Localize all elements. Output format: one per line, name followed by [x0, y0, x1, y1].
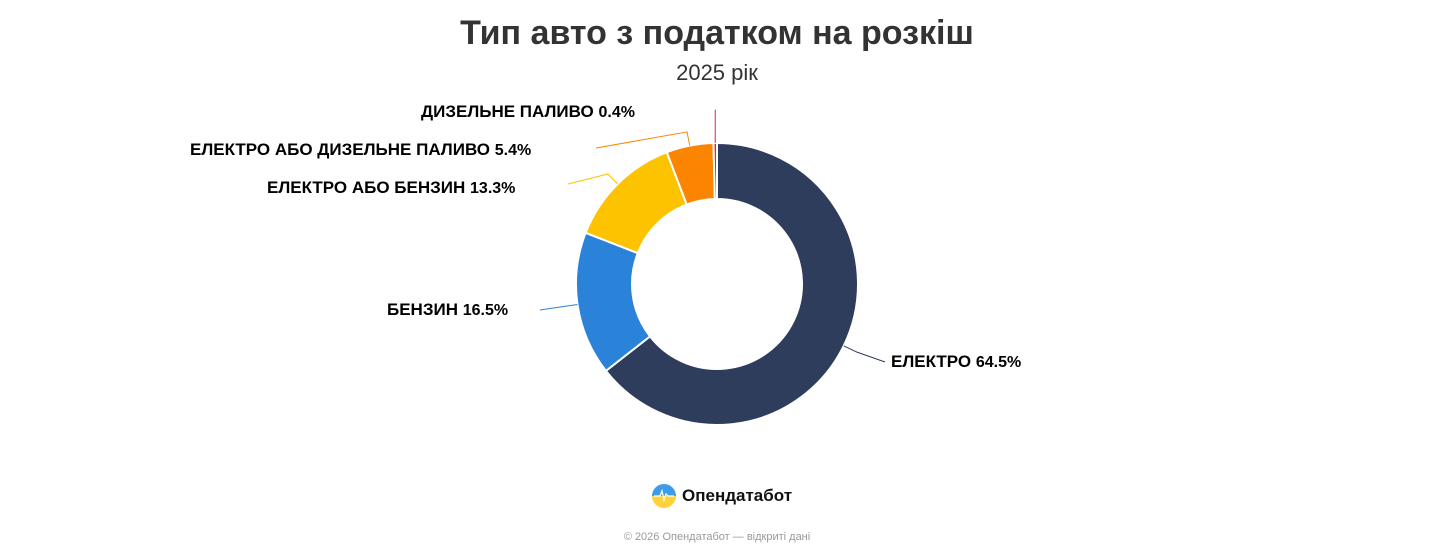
slice-label-electro-or-petrol: ЕЛЕКТРО АБО БЕНЗИН 13.3% — [267, 178, 516, 197]
leader-line-petrol — [539, 304, 578, 311]
leader-line-electro-or-petrol — [567, 173, 619, 185]
slice-electro[interactable] — [604, 142, 859, 426]
chart-title: Тип авто з податком на розкіш — [460, 14, 974, 52]
opendatabot-logo[interactable]: Опендатабот — [652, 484, 792, 508]
leader-line-electro — [843, 345, 886, 363]
slice-label-electro-or-diesel: ЕЛЕКТРО АБО ДИЗЕЛЬНЕ ПАЛИВО 5.4% — [190, 140, 532, 159]
slice-label-diesel: ДИЗЕЛЬНЕ ПАЛИВО 0.4% — [421, 102, 635, 121]
chart-subtitle: 2025 рік — [676, 60, 758, 85]
copyright: © 2026 Опендатабот — відкриті дані — [623, 531, 811, 543]
logo-icon — [652, 484, 676, 508]
slice-diesel[interactable] — [712, 141, 718, 201]
slice-label-petrol: БЕНЗИН 16.5% — [387, 300, 509, 319]
logo-text: Опендатабот — [682, 486, 793, 505]
slice-label-electro: ЕЛЕКТРО 64.5% — [891, 352, 1022, 371]
leader-line-electro-or-diesel — [595, 131, 691, 149]
